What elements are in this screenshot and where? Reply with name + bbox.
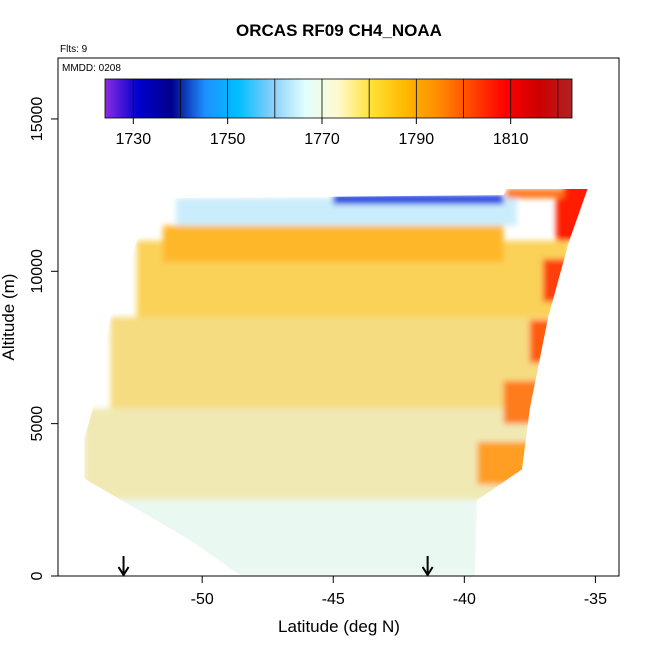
heatmap-layer	[84, 499, 478, 576]
colorbar-dividers	[132, 79, 559, 118]
colorbar: 1730 1750 1770 1790 1810	[104, 78, 573, 148]
colorbar-tick-label: 1730	[116, 131, 152, 148]
heatmap-edge-cell	[542, 259, 588, 302]
heatmap-edge-cell	[529, 320, 588, 363]
chart-title: ORCAS RF09 CH4_NOAA	[236, 21, 442, 40]
colorbar-tick-label: 1750	[210, 131, 246, 148]
flights-note: Flts: 9	[60, 44, 88, 55]
y-axis-label: Altitude (m)	[0, 274, 18, 361]
heatmap-edge-cell	[503, 380, 588, 424]
colorbar-tick-label: 1790	[399, 131, 435, 148]
heatmap-layer	[333, 195, 504, 205]
heatmap-layers	[84, 189, 588, 576]
heatmap-edge-cell	[477, 441, 562, 485]
colorbar-ticks: 1730 1750 1770 1790 1810	[116, 118, 529, 148]
x-tick-label: -45	[322, 591, 345, 608]
heatmap-layer	[110, 317, 549, 409]
heatmap-edge-cell	[556, 198, 588, 241]
y-tick-label: 10000	[29, 249, 46, 294]
y-tick-label: 5000	[29, 406, 46, 442]
heatmap-field	[84, 189, 588, 576]
y-tick-label: 0	[29, 571, 46, 580]
colorbar-tick-label: 1770	[304, 131, 340, 148]
x-axis: -50 -45 -40 -35	[191, 576, 607, 608]
colorbar-bar	[104, 78, 573, 119]
date-note: MMDD: 0208	[62, 63, 121, 74]
x-tick-label: -35	[584, 591, 607, 608]
x-axis-label: Latitude (deg N)	[278, 617, 400, 636]
colorbar-tick-label: 1810	[493, 131, 529, 148]
x-tick-label: -50	[191, 591, 214, 608]
flight-marker-head	[117, 566, 130, 577]
y-axis: 0 5000 10000 15000	[29, 97, 58, 580]
plot-frame	[57, 57, 620, 577]
x-tick-label: -40	[453, 591, 476, 608]
flight-markers	[117, 556, 434, 577]
heatmap-layer	[506, 189, 588, 199]
heatmap-layer	[162, 225, 504, 263]
flight-marker-head	[421, 566, 434, 577]
heatmap-layer	[84, 408, 530, 500]
heatmap-edge-cell	[563, 189, 588, 205]
y-tick-label: 15000	[29, 97, 46, 142]
